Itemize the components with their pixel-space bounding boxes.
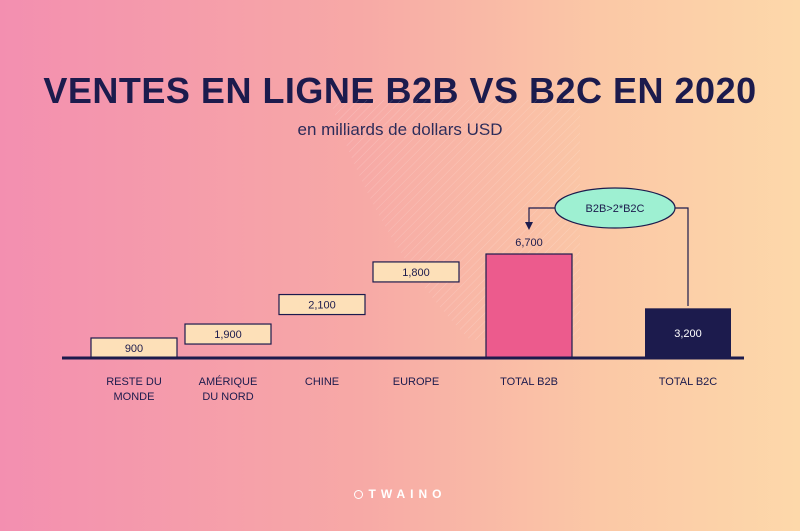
x-tick-label: RESTE DU MONDE (106, 376, 162, 403)
x-tick-label: EUROPE (393, 376, 439, 388)
x-tick-label: TOTAL B2C (659, 376, 718, 388)
bar-value-label: 2,100 (308, 300, 336, 312)
bar-value-label: 900 (125, 343, 143, 355)
bar-segment (184, 323, 272, 345)
bar-total-b2c (645, 308, 731, 358)
x-tick-label: TOTAL B2B (500, 376, 558, 388)
annotation-label: B2B>2*B2C (585, 203, 644, 215)
annotation-connector-right (675, 207, 689, 306)
bar-total-b2b (485, 253, 573, 359)
bar-segment (372, 261, 460, 283)
annotation-connector-left (528, 207, 555, 224)
brand-logo: TWAINO (0, 487, 800, 501)
bar-value-label: 1,800 (402, 267, 430, 279)
bar-value-label: 6,700 (515, 237, 543, 249)
bar-value-label: 3,200 (674, 328, 702, 340)
bar-value-label: 1,900 (214, 329, 242, 341)
x-tick-label: AMÉRIQUE DU NORD (199, 375, 258, 403)
annotation-arrowhead (525, 222, 533, 230)
twaino-logo-icon (353, 490, 363, 499)
brand-name: TWAINO (368, 487, 447, 501)
bar-segment (278, 293, 366, 316)
x-tick-label: CHINE (305, 376, 339, 388)
